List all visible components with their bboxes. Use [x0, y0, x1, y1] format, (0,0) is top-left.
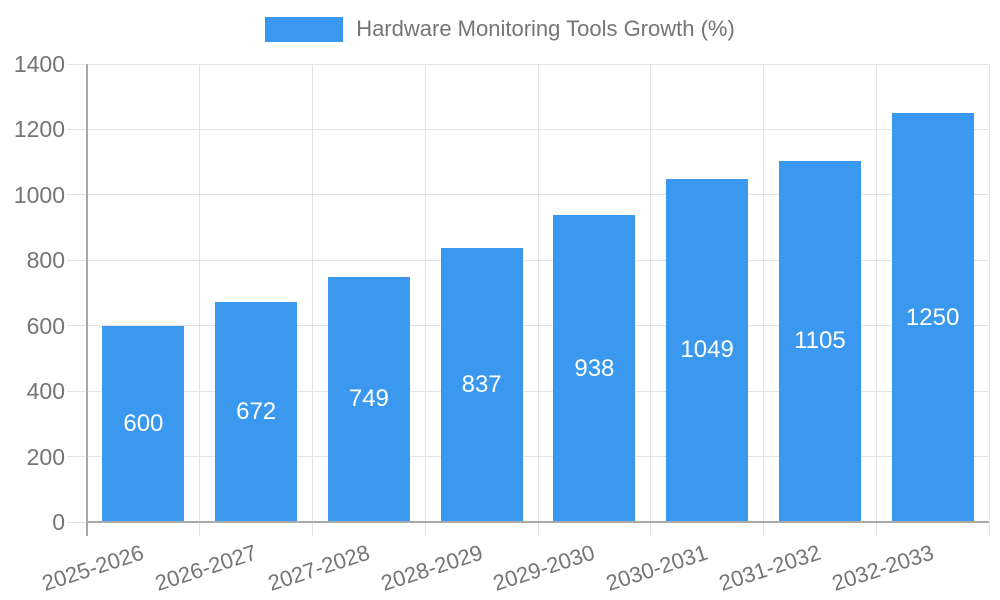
- x-gridline: [199, 64, 201, 536]
- bar-value-label: 1105: [794, 327, 846, 355]
- y-axis-line: [86, 64, 88, 536]
- y-axis-tick-label: 1000: [13, 181, 65, 208]
- legend[interactable]: Hardware Monitoring Tools Growth (%): [0, 16, 1000, 42]
- x-axis-line: [87, 521, 989, 523]
- x-gridline: [988, 64, 990, 536]
- y-gridline: [67, 128, 989, 130]
- y-axis-tick-label: 1400: [13, 51, 65, 77]
- x-gridline: [312, 64, 313, 536]
- bar[interactable]: 749: [327, 276, 410, 522]
- y-axis-tick-label: 400: [26, 378, 65, 405]
- legend-label: Hardware Monitoring Tools Growth (%): [356, 16, 735, 41]
- bar[interactable]: 837: [440, 248, 523, 522]
- y-gridline: [67, 63, 989, 65]
- y-axis-tick-label: 600: [26, 312, 65, 339]
- x-gridline: [763, 64, 764, 536]
- bar[interactable]: 938: [553, 215, 636, 522]
- y-gridline: [67, 325, 989, 327]
- y-gridline: [67, 194, 989, 196]
- x-gridline: [875, 64, 877, 536]
- y-gridline: [67, 390, 989, 392]
- y-axis-tick-label: 800: [26, 247, 65, 274]
- bar[interactable]: 1105: [778, 160, 861, 522]
- bar-value-label: 672: [236, 398, 277, 426]
- x-gridline: [424, 64, 426, 536]
- bar[interactable]: 600: [102, 325, 185, 522]
- y-axis-tick-label: 200: [26, 443, 65, 470]
- x-gridline: [537, 64, 539, 536]
- y-axis-tick-label: 0: [52, 509, 65, 535]
- bar-value-label: 837: [461, 371, 502, 399]
- y-gridline: [67, 456, 989, 458]
- bar-value-label: 749: [348, 385, 389, 413]
- x-gridline: [650, 64, 652, 536]
- y-axis-tick-label: 1200: [13, 116, 65, 143]
- y-gridline: [67, 259, 989, 261]
- bar-value-label: 938: [574, 354, 615, 382]
- bar[interactable]: 1250: [891, 113, 974, 522]
- bar[interactable]: 672: [215, 302, 298, 522]
- bar-value-label: 1049: [680, 336, 734, 364]
- bar[interactable]: 1049: [666, 178, 749, 522]
- legend-swatch: [265, 16, 344, 42]
- bar-value-label: 1250: [905, 303, 960, 331]
- bar-value-label: 600: [123, 409, 164, 437]
